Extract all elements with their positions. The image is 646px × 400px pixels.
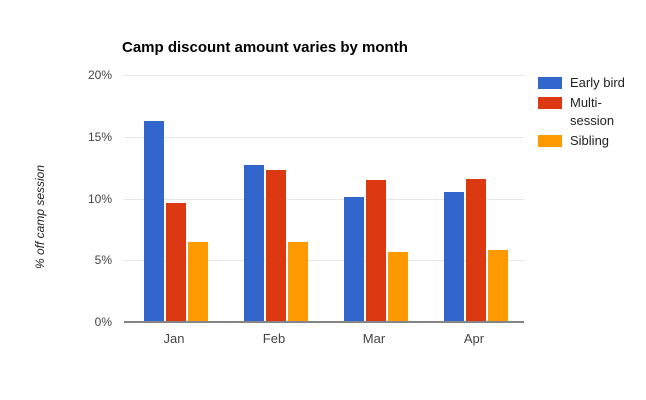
x-tick-label-apr: Apr: [463, 331, 485, 346]
legend-label-early-bird: Early bird: [570, 75, 625, 90]
bar-early-bird-jan: [144, 120, 164, 322]
y-tick-label-15: 15%: [87, 129, 112, 144]
legend: Early bird Multi-session Sibling: [538, 74, 642, 152]
legend-swatch-sibling: [538, 135, 562, 147]
gridline-15: [124, 136, 524, 138]
bar-multi-session-mar: [366, 179, 386, 322]
x-tick-label-feb: Feb: [262, 331, 286, 346]
plot-area: [124, 75, 524, 323]
x-tick-label-mar: Mar: [362, 331, 386, 346]
x-tick-label-jan: Jan: [163, 331, 185, 346]
gridline-20: [124, 75, 524, 76]
y-tick-label-20: 20%: [87, 68, 112, 82]
chart-title: Camp discount amount varies by month: [122, 39, 408, 56]
bar-early-bird-mar: [344, 197, 364, 322]
y-tick-label-0: 0%: [94, 315, 112, 329]
bar-early-bird-apr: [444, 192, 464, 322]
legend-item-sibling: Sibling: [538, 132, 642, 150]
x-axis-line: [124, 321, 524, 323]
bar-multi-session-apr: [466, 178, 486, 322]
legend-label-multi-session: Multi-session: [570, 95, 615, 128]
bar-sibling-apr: [488, 250, 508, 322]
bar-sibling-feb: [288, 241, 308, 322]
bar-sibling-jan: [188, 241, 208, 322]
gridline-10: [124, 198, 524, 200]
y-tick-label-10: 10%: [87, 191, 112, 206]
bar-multi-session-feb: [266, 170, 286, 322]
bar-multi-session-jan: [166, 203, 186, 322]
bar-sibling-mar: [388, 251, 408, 322]
legend-swatch-early-bird: [538, 77, 562, 89]
legend-label-sibling: Sibling: [570, 133, 610, 148]
y-tick-label-5: 5%: [94, 253, 112, 268]
bar-early-bird-feb: [244, 165, 264, 322]
legend-item-early-bird: Early bird: [538, 74, 642, 92]
gridline-5: [124, 260, 524, 262]
legend-item-multi-session: Multi-session: [538, 94, 642, 130]
legend-swatch-multi-session: [538, 97, 562, 109]
